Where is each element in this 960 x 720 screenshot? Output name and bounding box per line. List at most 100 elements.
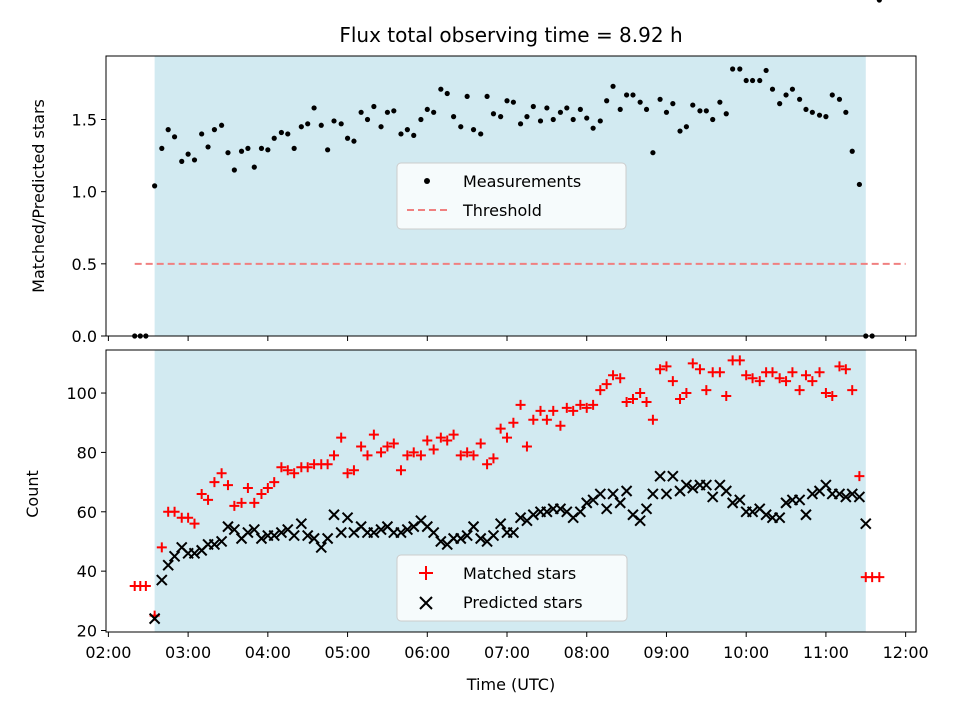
y-tick-label: 60 bbox=[77, 503, 97, 522]
matched-star-point bbox=[588, 399, 599, 410]
matched-star-point bbox=[475, 438, 486, 449]
chart-title: Flux total observing time = 8.92 h bbox=[339, 23, 682, 47]
measurement-point bbox=[624, 92, 630, 98]
measurement-point bbox=[438, 86, 444, 92]
matched-star-point bbox=[635, 388, 646, 399]
legend-marker-predicted-stars bbox=[419, 596, 433, 610]
legend-label-measurements: Measurements bbox=[463, 172, 581, 191]
y-tick-label: 20 bbox=[77, 622, 97, 641]
measurement-point bbox=[231, 167, 237, 173]
bottom-legend-box bbox=[396, 554, 628, 622]
matched-star-point bbox=[442, 435, 453, 446]
matched-star-point bbox=[675, 393, 686, 404]
measurement-point bbox=[338, 121, 344, 127]
measurement-point bbox=[318, 122, 324, 128]
measurement-point bbox=[730, 66, 736, 72]
measurement-point bbox=[717, 99, 723, 105]
matched-star-point bbox=[687, 358, 698, 369]
y-tick-label: 1.5 bbox=[72, 111, 97, 130]
matched-star-point bbox=[767, 367, 778, 378]
matched-star-point bbox=[289, 468, 300, 479]
bottom-y-axis: 20 40 60 80 100 bbox=[66, 384, 106, 641]
predicted-star-point bbox=[554, 503, 567, 515]
measurement-point bbox=[510, 99, 516, 105]
matched-star-point bbox=[655, 364, 666, 375]
matched-star-point bbox=[847, 385, 858, 396]
matched-star-point bbox=[528, 414, 539, 425]
predicted-star-point bbox=[156, 574, 168, 586]
predicted-star-point bbox=[375, 523, 387, 536]
top-x-ticks bbox=[107, 336, 907, 341]
top-legend: Measurements Threshold bbox=[396, 162, 627, 230]
x-tick-label: 10:00 bbox=[723, 643, 769, 662]
x-tick-label: 07:00 bbox=[484, 643, 530, 662]
matched-star-point bbox=[395, 465, 406, 476]
matched-star-point bbox=[368, 429, 379, 440]
predicted-star-point bbox=[541, 506, 553, 518]
measurement-point bbox=[444, 90, 450, 97]
matched-star-point bbox=[521, 441, 532, 452]
legend-label-threshold: Threshold bbox=[462, 201, 542, 220]
matched-star-point bbox=[236, 497, 247, 508]
predicted-star-point bbox=[667, 470, 679, 482]
measurement-point bbox=[344, 135, 351, 141]
predicted-star-point bbox=[321, 532, 334, 545]
measurement-point bbox=[604, 98, 610, 104]
matched-star-point bbox=[269, 477, 280, 488]
matched-star-point bbox=[502, 432, 513, 443]
measurement-point bbox=[797, 96, 803, 102]
measurement-point bbox=[211, 127, 218, 133]
y-tick-label: 0.5 bbox=[72, 255, 97, 274]
measurement-point bbox=[238, 148, 245, 154]
measurement-point bbox=[199, 131, 205, 137]
measurement-point bbox=[305, 121, 311, 127]
matched-star-point bbox=[435, 432, 446, 443]
measurement-point bbox=[743, 77, 749, 84]
predicted-star-point bbox=[720, 485, 732, 497]
measurement-point bbox=[777, 101, 783, 107]
matched-star-point bbox=[647, 414, 658, 425]
predicted-star-point bbox=[487, 529, 500, 542]
predicted-star-point bbox=[427, 526, 440, 539]
matched-star-point bbox=[356, 441, 367, 452]
measurement-point bbox=[205, 144, 211, 150]
measurement-point bbox=[657, 96, 663, 102]
predicted-star-point bbox=[188, 547, 201, 560]
predicted-star-point bbox=[581, 497, 593, 509]
measurement-point bbox=[418, 116, 424, 123]
measurement-point bbox=[723, 111, 729, 117]
measurement-point bbox=[219, 122, 225, 128]
matched-star-point bbox=[462, 447, 473, 458]
measurement-point bbox=[816, 112, 823, 118]
measurement-point bbox=[384, 109, 391, 115]
measurement-point bbox=[364, 116, 371, 123]
measurement-point bbox=[431, 109, 437, 115]
measurement-point bbox=[298, 124, 304, 130]
measurement-point bbox=[325, 147, 331, 153]
predicted-star-point bbox=[574, 506, 587, 518]
matched-star-point bbox=[548, 405, 559, 416]
measurement-point bbox=[271, 135, 277, 141]
matched-star-point bbox=[714, 367, 725, 378]
matched-star-point bbox=[262, 483, 273, 494]
predicted-star-point bbox=[700, 479, 713, 491]
matched-star-point bbox=[601, 379, 612, 390]
measurement-point bbox=[570, 116, 576, 123]
matched-star-point bbox=[342, 468, 353, 479]
matched-star-point bbox=[814, 367, 825, 378]
x-tick-label: 12:00 bbox=[883, 643, 929, 662]
y-tick-label: 40 bbox=[77, 562, 97, 581]
matched-star-point bbox=[256, 488, 267, 499]
matched-star-point bbox=[667, 376, 678, 387]
matched-star-point bbox=[415, 450, 426, 461]
matched-star-point bbox=[408, 447, 419, 458]
measurement-point bbox=[630, 92, 636, 98]
matched-star-point bbox=[382, 441, 393, 452]
matched-star-point bbox=[428, 444, 439, 455]
legend-label-predicted-stars: Predicted stars bbox=[463, 593, 583, 612]
matched-star-point bbox=[800, 370, 811, 381]
bottom-x-axis: 02:00 03:00 04:00 05:00 06:00 07:00 08:00 09:00… bbox=[85, 632, 929, 662]
y-tick-label: 0.0 bbox=[72, 327, 97, 346]
matched-star-point bbox=[774, 373, 785, 384]
matched-star-point bbox=[156, 542, 167, 553]
